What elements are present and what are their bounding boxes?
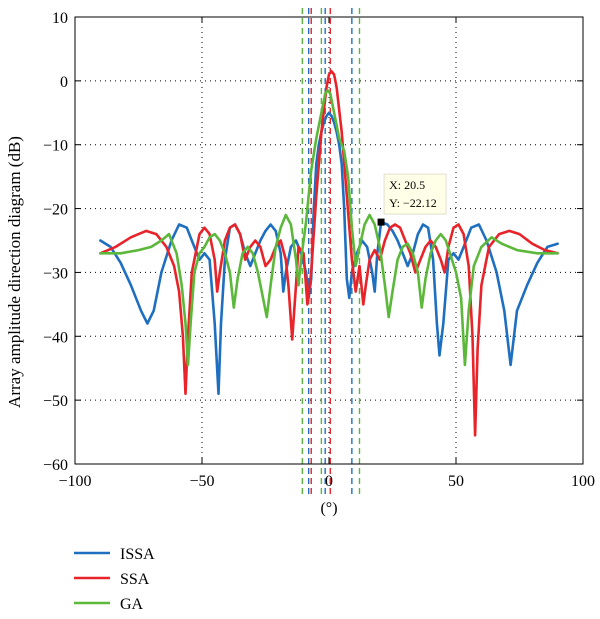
legend-label-ga: GA xyxy=(120,596,144,613)
y-tick-label: 0 xyxy=(60,74,68,91)
series-line-ga xyxy=(99,89,559,367)
x-tick-label: −50 xyxy=(189,473,214,490)
series-lines xyxy=(99,70,559,437)
y-tick-label: −50 xyxy=(43,393,68,410)
datatip-x: X: 20.5 xyxy=(389,178,425,192)
y-tick-label: −30 xyxy=(43,265,68,282)
datatip: X: 20.5 Y: −22.12 xyxy=(377,173,447,226)
x-axis-label: (°) xyxy=(320,500,337,517)
series-line-ssa xyxy=(99,70,559,437)
y-tick-label: −60 xyxy=(43,457,68,474)
y-tick-label: −10 xyxy=(43,138,68,155)
series-line-issa xyxy=(99,111,559,396)
datatip-y: Y: −22.12 xyxy=(389,196,437,210)
legend-label-ssa: SSA xyxy=(120,571,150,588)
x-tick-label: 50 xyxy=(448,473,464,490)
grid xyxy=(75,17,583,464)
x-tick-label: 100 xyxy=(571,473,595,490)
legend: ISSA SSA GA xyxy=(74,546,155,613)
x-tick-label: −100 xyxy=(58,473,91,490)
datatip-marker xyxy=(377,218,385,226)
x-tick-label: 0 xyxy=(325,473,333,490)
y-tick-label: −20 xyxy=(43,202,68,219)
plot-frame xyxy=(74,16,584,465)
y-tick-label: −40 xyxy=(43,329,68,346)
y-axis-label: Array amplitude direction diagram (dB) xyxy=(5,136,24,408)
y-tick-label: 10 xyxy=(52,10,68,27)
legend-label-issa: ISSA xyxy=(120,546,155,563)
datatip-box xyxy=(383,173,447,215)
